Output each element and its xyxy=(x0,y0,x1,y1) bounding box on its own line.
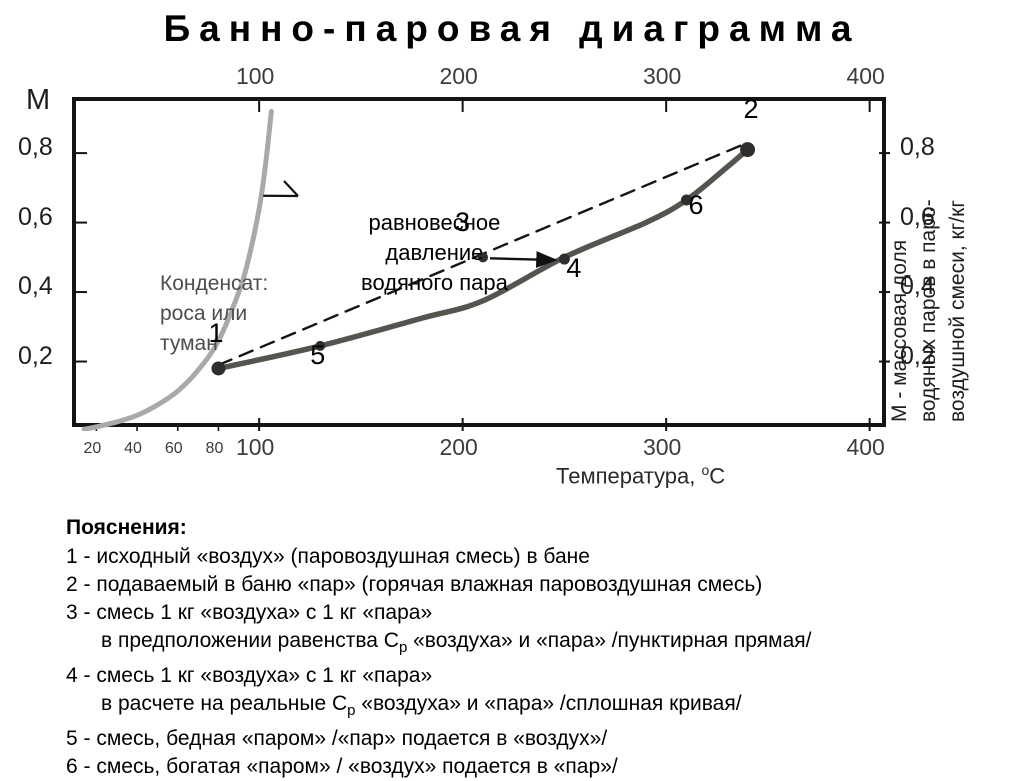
y-tick-left-0,2: 0,2 xyxy=(18,342,53,371)
note-equilibrium-line-1: равновесное xyxy=(361,208,508,238)
explanation-item-6: в расчете на реальные Cp «воздуха» и «па… xyxy=(66,690,1006,725)
x-tick-top-100: 100 xyxy=(236,63,274,90)
pointer-leader-line xyxy=(263,181,298,196)
right-axis-title-line-1: M - массовая доля xyxy=(888,240,912,422)
explanation-text: в предположении равенства C xyxy=(101,629,399,652)
explanation-item-1: 1 - исходный «воздух» (паровоздушная сме… xyxy=(66,543,1006,571)
explanation-item-5: 4 - смесь 1 кг «воздуха» с 1 кг «пара» xyxy=(66,662,1006,690)
explanation-item-8: 6 - смесь, богатая «паром» / «воздух» по… xyxy=(66,753,1006,781)
explanation-text-tail: «воздуха» и «пара» /пунктирная прямая/ xyxy=(407,629,811,652)
explanations-heading: Пояснения: xyxy=(66,516,1006,540)
x-tick-bottom-400: 400 xyxy=(846,434,884,461)
x-axis-title-unit: C xyxy=(709,463,725,488)
point-label-3: 3 xyxy=(455,207,470,238)
x-tick-top-200: 200 xyxy=(439,63,477,90)
note-equilibrium-line-3: водяного пара xyxy=(361,268,508,298)
note-equilibrium-line-2: давление xyxy=(361,238,508,268)
x-tick-top-400: 400 xyxy=(846,63,884,90)
x-tick-bottom-300: 300 xyxy=(643,434,681,461)
page-title: Банно-паровая диаграмма xyxy=(0,8,1024,50)
explanation-item-7: 5 - смесь, бедная «паром» /«пар» подаетс… xyxy=(66,725,1006,753)
x-tick-bottom-200: 200 xyxy=(439,434,477,461)
point-label-5: 5 xyxy=(310,340,325,371)
y-tick-left-0,8: 0,8 xyxy=(18,133,53,162)
y-tick-left-0,4: 0,4 xyxy=(18,272,53,301)
explanations-list: 1 - исходный «воздух» (паровоздушная сме… xyxy=(66,543,1006,781)
x-tick-bottom-100: 100 xyxy=(236,434,274,461)
explanations-block: Пояснения: 1 - исходный «воздух» (парово… xyxy=(66,516,1006,781)
x-tick-bottom-minor-80: 80 xyxy=(206,440,224,458)
point-label-4: 4 xyxy=(566,253,581,284)
right-axis-title-line-2: водяных паров в паро- xyxy=(917,199,941,422)
y-tick-left-0,6: 0,6 xyxy=(18,203,53,232)
explanation-text-tail: «воздуха» и «пара» /сплошная кривая/ xyxy=(356,692,742,715)
note-condensate-line-1: Конденсат: xyxy=(160,269,268,299)
x-axis-title: Температура, oC xyxy=(556,462,725,489)
explanation-item-2: 2 - подаваемый в баню «пар» (горячая вла… xyxy=(66,571,1006,599)
point-label-6: 6 xyxy=(689,190,704,221)
x-axis-title-text: Температура, xyxy=(556,463,701,488)
x-tick-bottom-minor-40: 40 xyxy=(124,440,142,458)
subscript-p: p xyxy=(347,702,355,719)
x-tick-bottom-minor-60: 60 xyxy=(165,440,183,458)
y-axis-symbol: M xyxy=(26,84,50,117)
explanation-item-4: в предположении равенства Cp «воздуха» и… xyxy=(66,627,1006,662)
point-label-1: 1 xyxy=(208,318,223,349)
explanation-text: в расчете на реальные C xyxy=(101,692,347,715)
x-tick-bottom-minor-20: 20 xyxy=(83,440,101,458)
point-label-2: 2 xyxy=(744,94,759,125)
right-axis-title-line-3: воздушной смеси, кг/кг xyxy=(946,200,970,422)
x-tick-top-300: 300 xyxy=(643,63,681,90)
explanation-item-3: 3 - смесь 1 кг «воздуха» с 1 кг «пара» xyxy=(66,599,1006,627)
